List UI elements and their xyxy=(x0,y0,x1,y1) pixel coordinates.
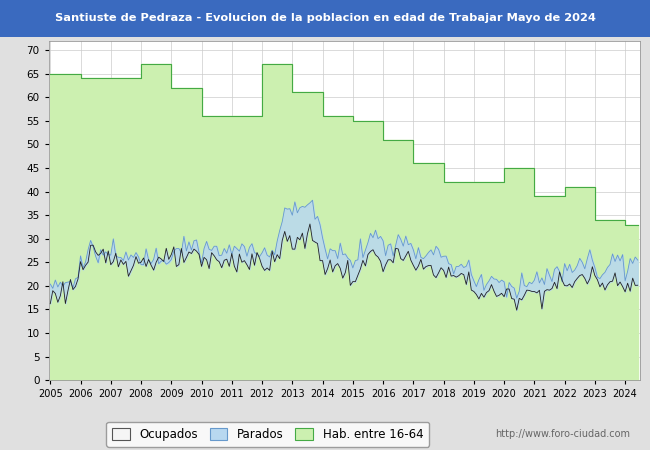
Text: Santiuste de Pedraza - Evolucion de la poblacion en edad de Trabajar Mayo de 202: Santiuste de Pedraza - Evolucion de la p… xyxy=(55,14,595,23)
Legend: Ocupados, Parados, Hab. entre 16-64: Ocupados, Parados, Hab. entre 16-64 xyxy=(106,422,429,447)
Text: http://www.foro-ciudad.com: http://www.foro-ciudad.com xyxy=(495,429,630,439)
